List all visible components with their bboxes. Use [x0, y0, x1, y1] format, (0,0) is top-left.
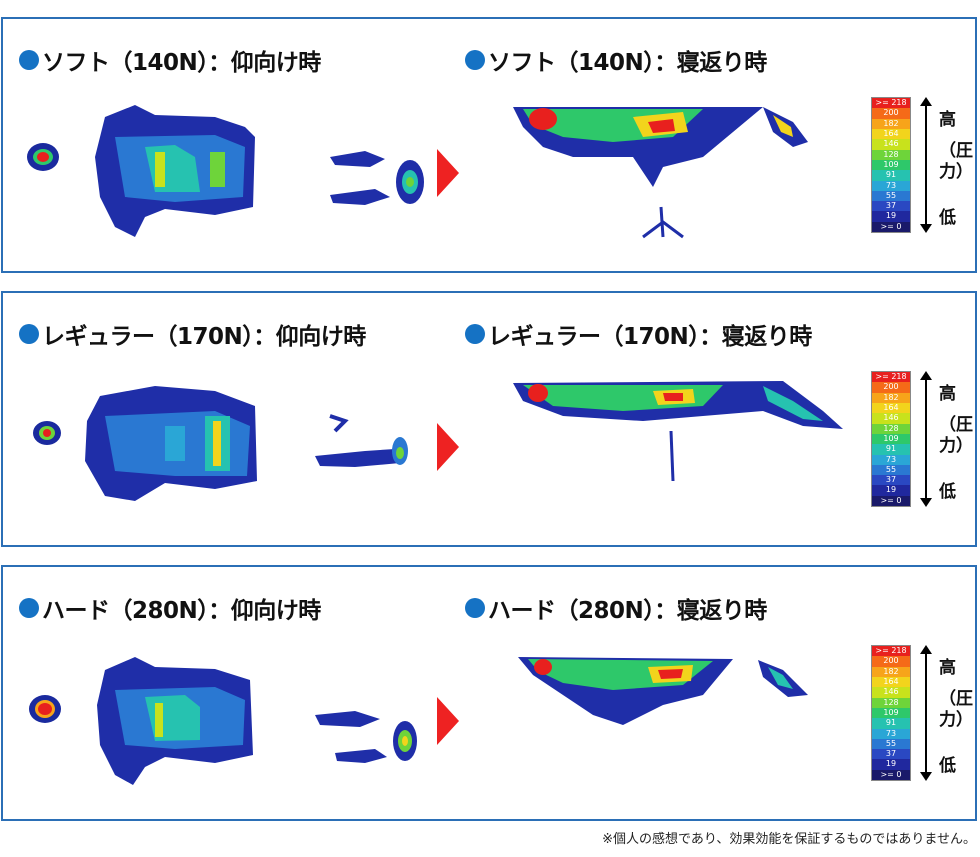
scale-label: 109 [872, 433, 910, 445]
scale-label: 37 [872, 201, 910, 212]
axis-high-label: 高 [939, 658, 956, 678]
double-arrow-vertical-icon [925, 649, 927, 777]
red-triangle-right-icon [437, 697, 459, 745]
panel-title-right: ハード（280N）：寝返り時 [465, 591, 767, 625]
pressure-map-rollover [518, 657, 808, 725]
axis-high-label: 高 [939, 110, 956, 130]
title-text: ソフト（140N）：寝返り時 [488, 50, 767, 76]
double-arrow-vertical-icon [925, 101, 927, 229]
scale-label: 19 [872, 485, 910, 496]
scale-label: 182 [872, 666, 910, 677]
scale-label: 37 [872, 749, 910, 760]
scale-label: >= 218 [872, 98, 910, 109]
blue-circle-icon [465, 598, 485, 618]
pressure-map-rollover [513, 107, 808, 239]
scale-label: 55 [872, 190, 910, 202]
panel-title-left: レギュラー（170N）：仰向け時 [19, 317, 366, 351]
scale-label: 73 [872, 180, 910, 191]
arrow-down-icon [920, 224, 932, 233]
axis-low-label: 低 [939, 482, 956, 502]
scale-label: 73 [872, 454, 910, 465]
axis-mid-label: （圧力） [939, 415, 973, 456]
disclaimer-footnote: ※個人の感想であり、効果効能を保証するものではありません。 [602, 832, 976, 847]
scale-label: 19 [872, 211, 910, 222]
axis-high-label: 高 [939, 384, 956, 404]
scale-label: 200 [872, 656, 910, 667]
scale-label: >= 0 [872, 769, 910, 781]
scale-label: 182 [872, 118, 910, 129]
scale-label: >= 218 [872, 372, 910, 383]
scale-label: 200 [872, 382, 910, 393]
pressure-axis: 高 （圧力） 低 [915, 97, 975, 233]
scale-label: 55 [872, 738, 910, 750]
pressure-map-supine [29, 657, 417, 785]
scale-label: 55 [872, 464, 910, 476]
blue-circle-icon [19, 598, 39, 618]
title-text: ハード（280N）：仰向け時 [42, 598, 321, 624]
pressure-map-supine [27, 105, 424, 237]
scale-label: 164 [872, 676, 910, 688]
scale-label: 109 [872, 707, 910, 719]
scale-label: 91 [872, 718, 910, 729]
arrow-down-icon [920, 772, 932, 781]
blue-circle-icon [465, 50, 485, 70]
scale-label: >= 0 [872, 495, 910, 507]
title-text: レギュラー（170N）：仰向け時 [42, 324, 366, 350]
scale-label: 164 [872, 402, 910, 414]
blue-circle-icon [19, 50, 39, 70]
scale-label: >= 0 [872, 221, 910, 233]
pressure-map-supine [33, 386, 408, 501]
scale-label: 19 [872, 759, 910, 770]
scale-label: 128 [872, 149, 910, 160]
blue-circle-icon [465, 324, 485, 344]
arrow-up-icon [920, 371, 932, 380]
pressure-map-rollover [513, 381, 843, 482]
axis-mid-label: （圧力） [939, 141, 973, 182]
panel-soft: ソフト（140N）：仰向け時 ソフト（140N）：寝返り時 >= 218 [1, 17, 977, 273]
scale-label: 146 [872, 687, 910, 698]
scale-label: 91 [872, 444, 910, 455]
title-text: レギュラー（170N）：寝返り時 [488, 324, 812, 350]
pressure-scale-legend: >= 218 200 182 164 146 128 109 91 73 55 … [871, 371, 911, 507]
arrow-up-icon [920, 97, 932, 106]
axis-mid-label: （圧力） [939, 689, 973, 730]
pressure-scale-legend: >= 218 200 182 164 146 128 109 91 73 55 … [871, 645, 911, 781]
pressure-axis: 高 （圧力） 低 [915, 645, 975, 781]
scale-label: 200 [872, 108, 910, 119]
scale-label: 109 [872, 159, 910, 171]
pressure-scale-legend: >= 218 200 182 164 146 128 109 91 73 55 … [871, 97, 911, 233]
pressure-axis: 高 （圧力） 低 [915, 371, 975, 507]
scale-label: 146 [872, 139, 910, 150]
double-arrow-vertical-icon [925, 375, 927, 503]
panel-title-left: ソフト（140N）：仰向け時 [19, 43, 321, 77]
panel-title-right: レギュラー（170N）：寝返り時 [465, 317, 812, 351]
arrow-up-icon [920, 645, 932, 654]
panel-hard: ハード（280N）：仰向け時 ハード（280N）：寝返り時 >= 218 200… [1, 565, 977, 821]
title-text: ソフト（140N）：仰向け時 [42, 50, 321, 76]
panel-regular: レギュラー（170N）：仰向け時 レギュラー（170N）：寝返り時 >= 218… [1, 291, 977, 547]
scale-label: 128 [872, 423, 910, 434]
red-triangle-right-icon [437, 423, 459, 471]
axis-low-label: 低 [939, 208, 956, 228]
panel-title-left: ハード（280N）：仰向け時 [19, 591, 321, 625]
scale-label: 128 [872, 697, 910, 708]
panel-title-right: ソフト（140N）：寝返り時 [465, 43, 767, 77]
blue-circle-icon [19, 324, 39, 344]
scale-label: 182 [872, 392, 910, 403]
scale-label: 37 [872, 475, 910, 486]
scale-label: >= 218 [872, 646, 910, 657]
scale-label: 146 [872, 413, 910, 424]
arrow-down-icon [920, 498, 932, 507]
red-triangle-right-icon [437, 149, 459, 197]
axis-low-label: 低 [939, 756, 956, 776]
scale-label: 73 [872, 728, 910, 739]
scale-label: 91 [872, 170, 910, 181]
title-text: ハード（280N）：寝返り時 [488, 598, 767, 624]
scale-label: 164 [872, 128, 910, 140]
